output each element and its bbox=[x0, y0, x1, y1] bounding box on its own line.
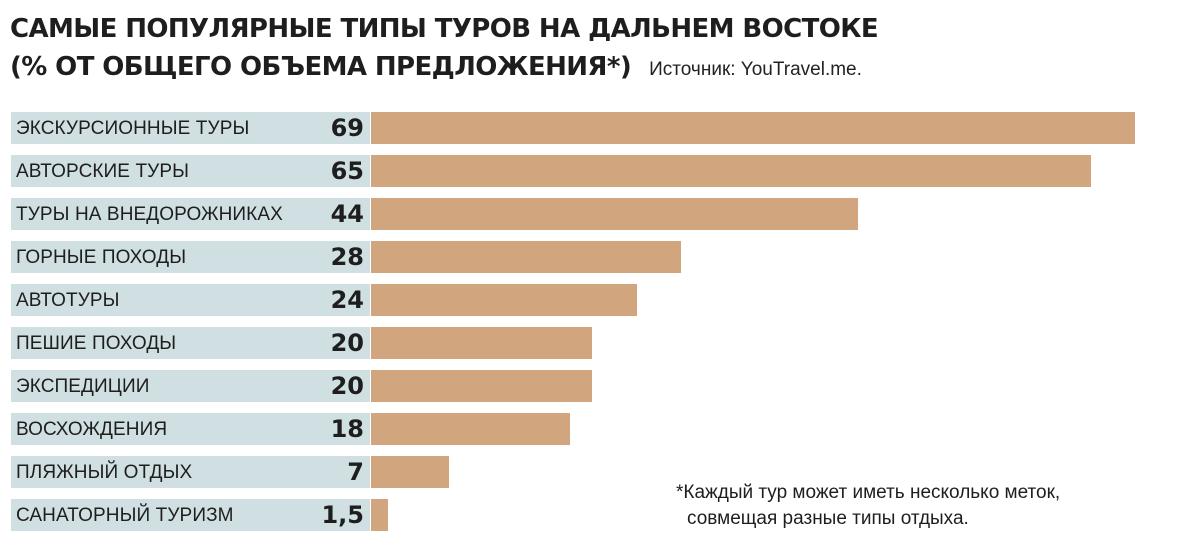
category-label-cell: АВТОТУРЫ 24 bbox=[11, 284, 370, 316]
bar-row: АВТОРСКИЕ ТУРЫ 65 bbox=[0, 155, 1194, 187]
bar bbox=[371, 456, 449, 488]
bar bbox=[371, 370, 592, 402]
bar-row: ЭКСПЕДИЦИИ 20 bbox=[0, 370, 1194, 402]
value-label: 24 bbox=[330, 286, 364, 314]
bar-row: ЭКСКУРСИОННЫЕ ТУРЫ 69 bbox=[0, 112, 1194, 144]
category-label-cell: ГОРНЫЕ ПОХОДЫ 28 bbox=[11, 241, 370, 273]
category-label: ПЛЯЖНЫЙ ОТДЫХ bbox=[16, 462, 193, 483]
category-label-cell: ПЛЯЖНЫЙ ОТДЫХ 7 bbox=[11, 456, 370, 488]
chart-source: Источник: YouTravel.me. bbox=[649, 59, 862, 80]
value-label: 28 bbox=[330, 243, 364, 271]
category-label-cell: ЭКСКУРСИОННЫЕ ТУРЫ 69 bbox=[11, 112, 370, 144]
bar-chart: ЭКСКУРСИОННЫЕ ТУРЫ 69 АВТОРСКИЕ ТУРЫ 65 ТУРЫ… bbox=[0, 112, 1194, 532]
bar bbox=[371, 112, 1135, 144]
category-label: ЭКСПЕДИЦИИ bbox=[16, 376, 150, 397]
value-label: 1,5 bbox=[321, 501, 364, 529]
category-label-cell: САНАТОРНЫЙ ТУРИЗМ 1,5 bbox=[11, 499, 370, 531]
bar-row: ТУРЫ НА ВНЕДОРОЖНИКАХ 44 bbox=[0, 198, 1194, 230]
category-label-cell: ВОСХОЖДЕНИЯ 18 bbox=[11, 413, 370, 445]
bar bbox=[371, 499, 388, 531]
category-label: ЭКСКУРСИОННЫЕ ТУРЫ bbox=[16, 118, 250, 139]
category-label: АВТОРСКИЕ ТУРЫ bbox=[16, 161, 190, 182]
chart-footnote: *Каждый тур может иметь несколько меток,… bbox=[676, 480, 1060, 532]
bar bbox=[371, 284, 637, 316]
bar bbox=[371, 241, 681, 273]
bar-row: ВОСХОЖДЕНИЯ 18 bbox=[0, 413, 1194, 445]
bar-row: САНАТОРНЫЙ ТУРИЗМ 1,5 bbox=[0, 499, 1194, 531]
category-label: ГОРНЫЕ ПОХОДЫ bbox=[16, 247, 187, 268]
bar-row: ПЕШИЕ ПОХОДЫ 20 bbox=[0, 327, 1194, 359]
category-label-cell: ПЕШИЕ ПОХОДЫ 20 bbox=[11, 327, 370, 359]
bar bbox=[371, 413, 570, 445]
chart-title-line1: САМЫЕ ПОПУЛЯРНЫЕ ТИПЫ ТУРОВ НА ДАЛЬНЕМ В… bbox=[10, 14, 879, 44]
bar-row: ПЛЯЖНЫЙ ОТДЫХ 7 bbox=[0, 456, 1194, 488]
value-label: 20 bbox=[330, 372, 364, 400]
value-label: 18 bbox=[330, 415, 364, 443]
footnote-line1: *Каждый тур может иметь несколько меток, bbox=[676, 482, 1061, 503]
footnote-line2: совмещая разные типы отдыха. bbox=[687, 508, 969, 529]
bar bbox=[371, 198, 858, 230]
category-label: АВТОТУРЫ bbox=[16, 290, 120, 311]
value-label: 44 bbox=[330, 200, 364, 228]
bar-row: ГОРНЫЕ ПОХОДЫ 28 bbox=[0, 241, 1194, 273]
value-label: 20 bbox=[330, 329, 364, 357]
category-label: ТУРЫ НА ВНЕДОРОЖНИКАХ bbox=[16, 204, 283, 225]
category-label: ПЕШИЕ ПОХОДЫ bbox=[16, 333, 177, 354]
bar-row: АВТОТУРЫ 24 bbox=[0, 284, 1194, 316]
value-label: 7 bbox=[347, 458, 364, 486]
category-label-cell: АВТОРСКИЕ ТУРЫ 65 bbox=[11, 155, 370, 187]
category-label-cell: ЭКСПЕДИЦИИ 20 bbox=[11, 370, 370, 402]
bar bbox=[371, 327, 592, 359]
value-label: 65 bbox=[330, 157, 364, 185]
value-label: 69 bbox=[330, 114, 364, 142]
chart-title: САМЫЕ ПОПУЛЯРНЫЕ ТИПЫ ТУРОВ НА ДАЛЬНЕМ В… bbox=[10, 10, 879, 89]
category-label: ВОСХОЖДЕНИЯ bbox=[16, 419, 168, 440]
category-label: САНАТОРНЫЙ ТУРИЗМ bbox=[16, 505, 234, 526]
bar bbox=[371, 155, 1091, 187]
category-label-cell: ТУРЫ НА ВНЕДОРОЖНИКАХ 44 bbox=[11, 198, 370, 230]
chart-title-line2: (% ОТ ОБЩЕГО ОБЪЕМА ПРЕДЛОЖЕНИЯ*) bbox=[10, 52, 632, 82]
